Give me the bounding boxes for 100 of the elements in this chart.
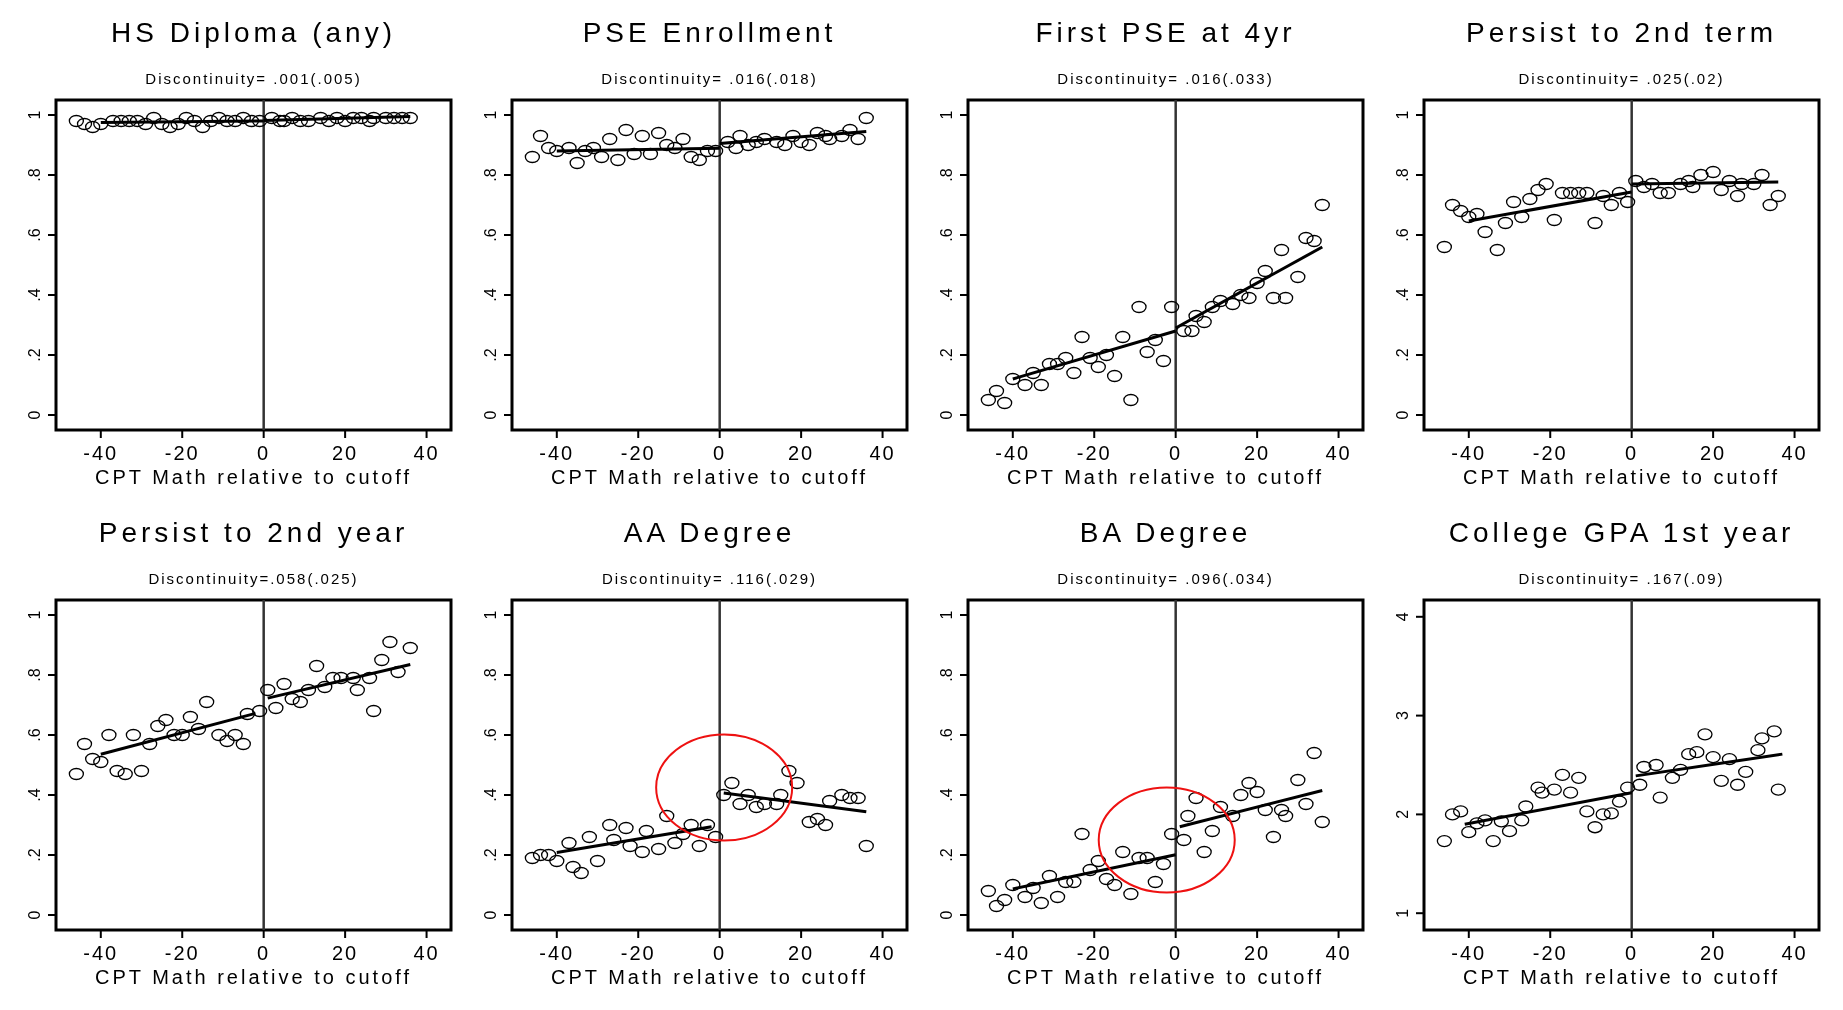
- y-tick-label: 1: [1394, 110, 1411, 120]
- x-tick-label: 20: [788, 942, 815, 964]
- x-tick-label: -40: [83, 442, 119, 464]
- chart-subtitle: Discontinuity= .116(.029): [601, 570, 818, 587]
- y-tick-label: 4: [1394, 612, 1411, 622]
- x-tick-label: -40: [539, 942, 575, 964]
- y-tick-label: .2: [482, 848, 499, 862]
- x-tick-label: 0: [1169, 942, 1183, 964]
- x-axis-title: CPT Math relative to cutoff: [550, 466, 869, 488]
- x-tick-label: 0: [713, 442, 727, 464]
- x-tick-label: 20: [1244, 942, 1271, 964]
- chart-title: PSE Enrollment: [582, 17, 837, 48]
- y-tick-label: .6: [26, 728, 43, 742]
- x-tick-label: 20: [1244, 442, 1271, 464]
- chart-subtitle: Discontinuity= .167(.09): [1518, 570, 1725, 587]
- chart-title: AA Degree: [623, 517, 796, 548]
- y-tick-label: .2: [482, 348, 499, 362]
- y-tick-label: .6: [938, 228, 955, 242]
- x-tick-label: -20: [164, 442, 200, 464]
- y-tick-label: .8: [938, 168, 955, 182]
- x-tick-label: 40: [869, 942, 896, 964]
- x-tick-label: 20: [1700, 942, 1727, 964]
- chart-subtitle: Discontinuity= .016(.018): [601, 70, 818, 87]
- chart-subtitle: Discontinuity= .016(.033): [1057, 70, 1274, 87]
- x-tick-label: -40: [995, 442, 1031, 464]
- y-tick-label: 1: [1394, 908, 1411, 918]
- x-tick-label: 40: [1781, 942, 1808, 964]
- x-axis-title: CPT Math relative to cutoff: [1006, 966, 1325, 988]
- x-axis-title: CPT Math relative to cutoff: [94, 466, 413, 488]
- y-tick-label: 0: [482, 910, 499, 920]
- x-tick-label: 20: [332, 942, 359, 964]
- x-axis-title: CPT Math relative to cutoff: [94, 966, 413, 988]
- y-tick-label: .6: [26, 228, 43, 242]
- chart-title: Persist to 2nd year: [98, 517, 409, 548]
- x-tick-label: -20: [164, 942, 200, 964]
- y-tick-label: .4: [26, 788, 43, 802]
- chart-subtitle: Discontinuity= .096(.034): [1057, 570, 1274, 587]
- y-tick-label: 1: [482, 110, 499, 120]
- x-tick-label: 0: [1169, 442, 1183, 464]
- x-tick-label: -40: [995, 942, 1031, 964]
- chart-subtitle: Discontinuity= .025(.02): [1518, 70, 1725, 87]
- x-tick-label: 0: [257, 442, 271, 464]
- y-tick-label: .8: [1394, 168, 1411, 182]
- x-tick-label: -40: [539, 442, 575, 464]
- x-tick-label: -20: [1532, 942, 1568, 964]
- y-tick-label: .6: [482, 228, 499, 242]
- x-axis-title: CPT Math relative to cutoff: [1006, 466, 1325, 488]
- y-tick-label: .8: [26, 168, 43, 182]
- y-tick-label: .8: [482, 168, 499, 182]
- x-tick-label: 40: [413, 442, 440, 464]
- y-tick-label: .4: [482, 288, 499, 302]
- y-tick-label: 0: [1394, 410, 1411, 420]
- y-tick-label: .6: [482, 728, 499, 742]
- y-tick-label: .2: [938, 848, 955, 862]
- chart-title: College GPA 1st year: [1448, 517, 1795, 548]
- x-tick-label: 20: [332, 442, 359, 464]
- y-tick-label: .6: [1394, 228, 1411, 242]
- y-tick-label: .4: [938, 288, 955, 302]
- x-tick-label: -40: [83, 942, 119, 964]
- chart-subtitle: Discontinuity=.058(.025): [148, 570, 359, 587]
- y-tick-label: 0: [26, 910, 43, 920]
- y-tick-label: .4: [482, 788, 499, 802]
- chart-title: HS Diploma (any): [111, 17, 396, 48]
- x-tick-label: 20: [1700, 442, 1727, 464]
- x-axis-title: CPT Math relative to cutoff: [550, 966, 869, 988]
- chart-subtitle: Discontinuity= .001(.005): [145, 70, 362, 87]
- y-tick-label: 2: [1394, 809, 1411, 819]
- y-tick-label: .4: [26, 288, 43, 302]
- y-tick-label: 1: [482, 610, 499, 620]
- x-tick-label: -20: [1076, 442, 1112, 464]
- y-tick-label: .2: [26, 848, 43, 862]
- x-tick-label: 40: [1325, 442, 1352, 464]
- x-tick-label: 0: [713, 942, 727, 964]
- x-tick-label: 40: [1325, 942, 1352, 964]
- y-tick-label: .8: [938, 668, 955, 682]
- chart-title: Persist to 2nd term: [1466, 17, 1777, 48]
- x-tick-label: 40: [413, 942, 440, 964]
- y-tick-label: 0: [938, 910, 955, 920]
- x-axis-title: CPT Math relative to cutoff: [1462, 966, 1781, 988]
- y-tick-label: .4: [938, 788, 955, 802]
- x-tick-label: -40: [1451, 942, 1487, 964]
- x-tick-label: 20: [788, 442, 815, 464]
- x-tick-label: 0: [1625, 942, 1639, 964]
- y-tick-label: 0: [26, 410, 43, 420]
- y-tick-label: 3: [1394, 711, 1411, 721]
- x-tick-label: -20: [1532, 442, 1568, 464]
- y-tick-label: .6: [938, 728, 955, 742]
- chart-title: BA Degree: [1079, 517, 1252, 548]
- y-tick-label: .4: [1394, 288, 1411, 302]
- y-tick-label: .2: [26, 348, 43, 362]
- y-tick-label: .2: [938, 348, 955, 362]
- y-tick-label: .8: [482, 668, 499, 682]
- x-axis-title: CPT Math relative to cutoff: [1462, 466, 1781, 488]
- y-tick-label: .2: [1394, 348, 1411, 362]
- x-tick-label: 0: [257, 942, 271, 964]
- chart-title: First PSE at 4yr: [1035, 17, 1296, 48]
- x-tick-label: 40: [869, 442, 896, 464]
- x-tick-label: -40: [1451, 442, 1487, 464]
- y-tick-label: 0: [482, 410, 499, 420]
- x-tick-label: -20: [620, 442, 656, 464]
